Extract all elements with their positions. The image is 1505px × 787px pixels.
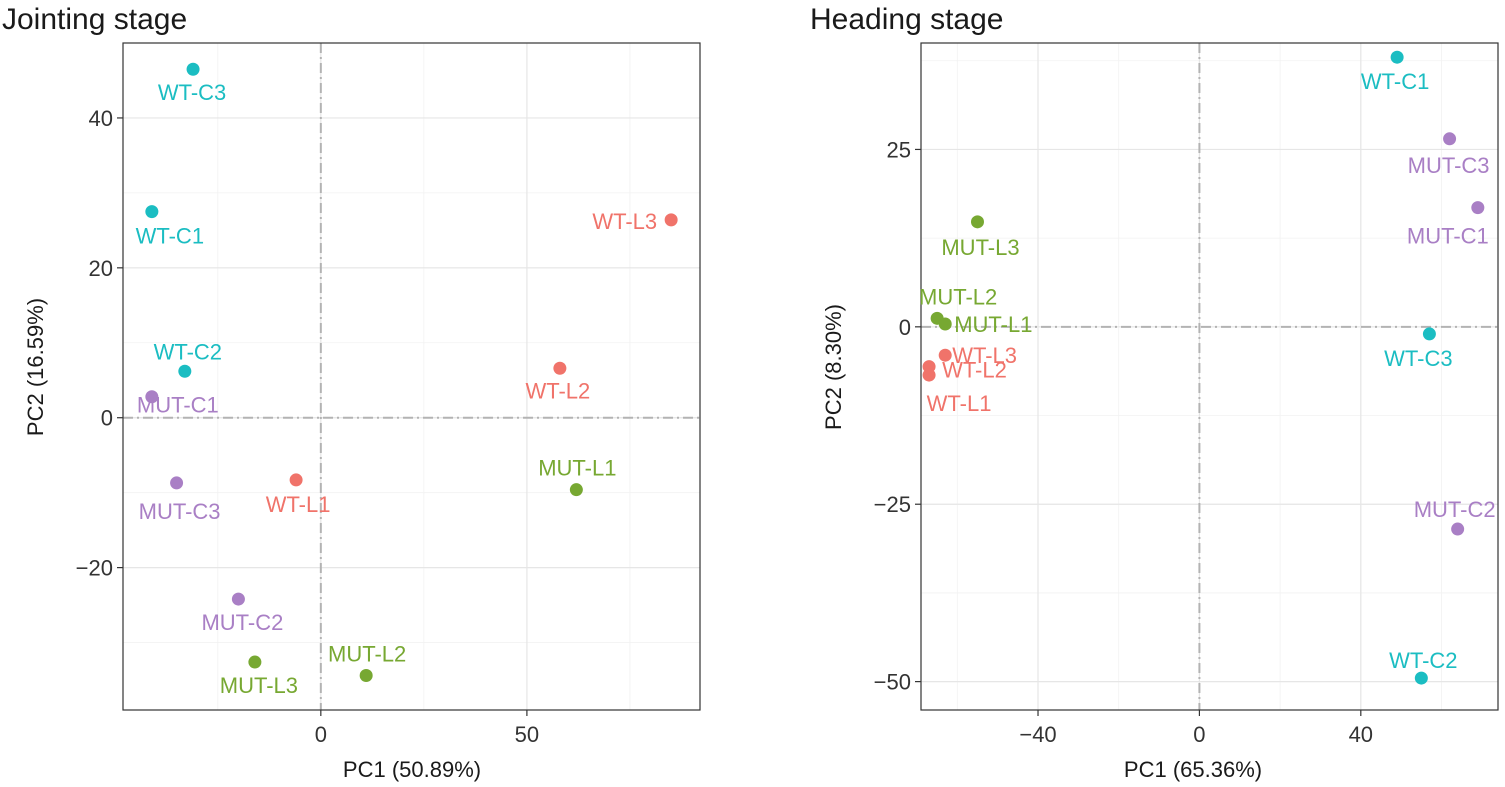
point-label-wt-l2: WT-L2 — [525, 378, 590, 403]
point-mut-c3[interactable] — [170, 476, 184, 490]
heading-stage-title: Heading stage — [810, 3, 1003, 36]
point-label-wt-c3: WT-C3 — [1384, 346, 1452, 371]
point-mut-l1[interactable] — [938, 317, 952, 331]
x-tick-label: 0 — [315, 722, 327, 747]
point-label-wt-c1: WT-C1 — [1361, 69, 1429, 94]
jointing-x-axis-title: PC1 (50.89%) — [343, 757, 481, 782]
heading-stage-panel: Heading stage −40 0 40 −50 −25 0 25 WT-C1 MUT-C… — [810, 3, 1499, 782]
point-label-mut-l1: MUT-L1 — [538, 456, 616, 481]
y-tick-label: −20 — [76, 556, 113, 581]
point-label-mut-l2: MUT-L2 — [328, 642, 406, 667]
y-tick-label: 40 — [89, 106, 113, 131]
point-wt-l3[interactable] — [664, 213, 678, 227]
point-label-wt-c2: WT-C2 — [154, 339, 222, 364]
point-mut-l3[interactable] — [970, 215, 984, 229]
point-wt-l1[interactable] — [922, 368, 936, 382]
point-label-wt-l1: WT-L1 — [266, 492, 331, 517]
point-label-mut-c3: MUT-C3 — [1408, 153, 1490, 178]
point-mut-c3[interactable] — [1443, 132, 1457, 146]
point-mut-c2[interactable] — [1451, 522, 1465, 536]
point-label-mut-c1: MUT-C1 — [1407, 224, 1489, 249]
point-wt-c1[interactable] — [145, 205, 159, 219]
point-label-mut-l1: MUT-L1 — [954, 312, 1032, 337]
y-tick-label: −25 — [874, 492, 911, 517]
y-tick-label: −50 — [874, 670, 911, 695]
point-mut-c1[interactable] — [1471, 201, 1485, 215]
heading-x-axis-title: PC1 (65.36%) — [1124, 757, 1262, 782]
point-label-mut-l2: MUT-L2 — [919, 284, 997, 309]
x-tick-label: 50 — [515, 722, 539, 747]
point-label-mut-c1: MUT-C1 — [137, 393, 219, 418]
jointing-stage-panel: Jointing stage 0 50 −20 0 20 40 WT-C3 WT-C1 WT-… — [2, 3, 701, 782]
point-label-wt-c3: WT-C3 — [158, 80, 226, 105]
point-mut-c1[interactable] — [145, 390, 159, 404]
point-label-wt-l1: WT-L1 — [927, 391, 992, 416]
point-wt-c3[interactable] — [186, 62, 200, 76]
point-label-wt-c2: WT-C2 — [1389, 648, 1457, 673]
point-label-wt-l3: WT-L3 — [952, 343, 1017, 368]
y-tick-label: 25 — [887, 137, 911, 162]
point-label-mut-l3: MUT-L3 — [941, 235, 1019, 260]
point-label-mut-l3: MUT-L3 — [220, 673, 298, 698]
jointing-plot-border — [122, 42, 701, 711]
point-label-wt-c1: WT-C1 — [136, 224, 204, 249]
point-wt-l2[interactable] — [553, 361, 567, 375]
point-wt-c2[interactable] — [1414, 671, 1428, 685]
y-tick-label: 20 — [89, 256, 113, 281]
point-label-mut-c3: MUT-C3 — [139, 499, 221, 524]
y-tick-label: 0 — [899, 315, 911, 340]
jointing-stage-title: Jointing stage — [2, 3, 187, 36]
point-wt-c2[interactable] — [178, 364, 192, 378]
point-wt-l1[interactable] — [289, 473, 303, 487]
point-mut-l3[interactable] — [248, 655, 262, 669]
point-wt-c3[interactable] — [1422, 327, 1436, 341]
point-wt-c1[interactable] — [1390, 50, 1404, 64]
heading-plot-border — [920, 42, 1499, 711]
y-tick-label: 0 — [101, 406, 113, 431]
x-tick-label: 0 — [1193, 722, 1205, 747]
point-mut-c2[interactable] — [231, 592, 245, 606]
point-mut-l2[interactable] — [359, 669, 373, 683]
point-label-mut-c2: MUT-C2 — [201, 610, 283, 635]
point-label-wt-l3: WT-L3 — [592, 209, 657, 234]
x-tick-label: −40 — [1019, 722, 1056, 747]
heading-y-axis-title: PC2 (8.30%) — [821, 304, 846, 430]
point-label-mut-c2: MUT-C2 — [1414, 497, 1496, 522]
point-wt-l3[interactable] — [938, 348, 952, 362]
point-mut-l1[interactable] — [569, 483, 583, 497]
jointing-y-axis-title: PC2 (16.59%) — [23, 298, 48, 436]
point-label-wt-l2: WT-L2 — [942, 358, 1007, 383]
x-tick-label: 40 — [1349, 722, 1373, 747]
